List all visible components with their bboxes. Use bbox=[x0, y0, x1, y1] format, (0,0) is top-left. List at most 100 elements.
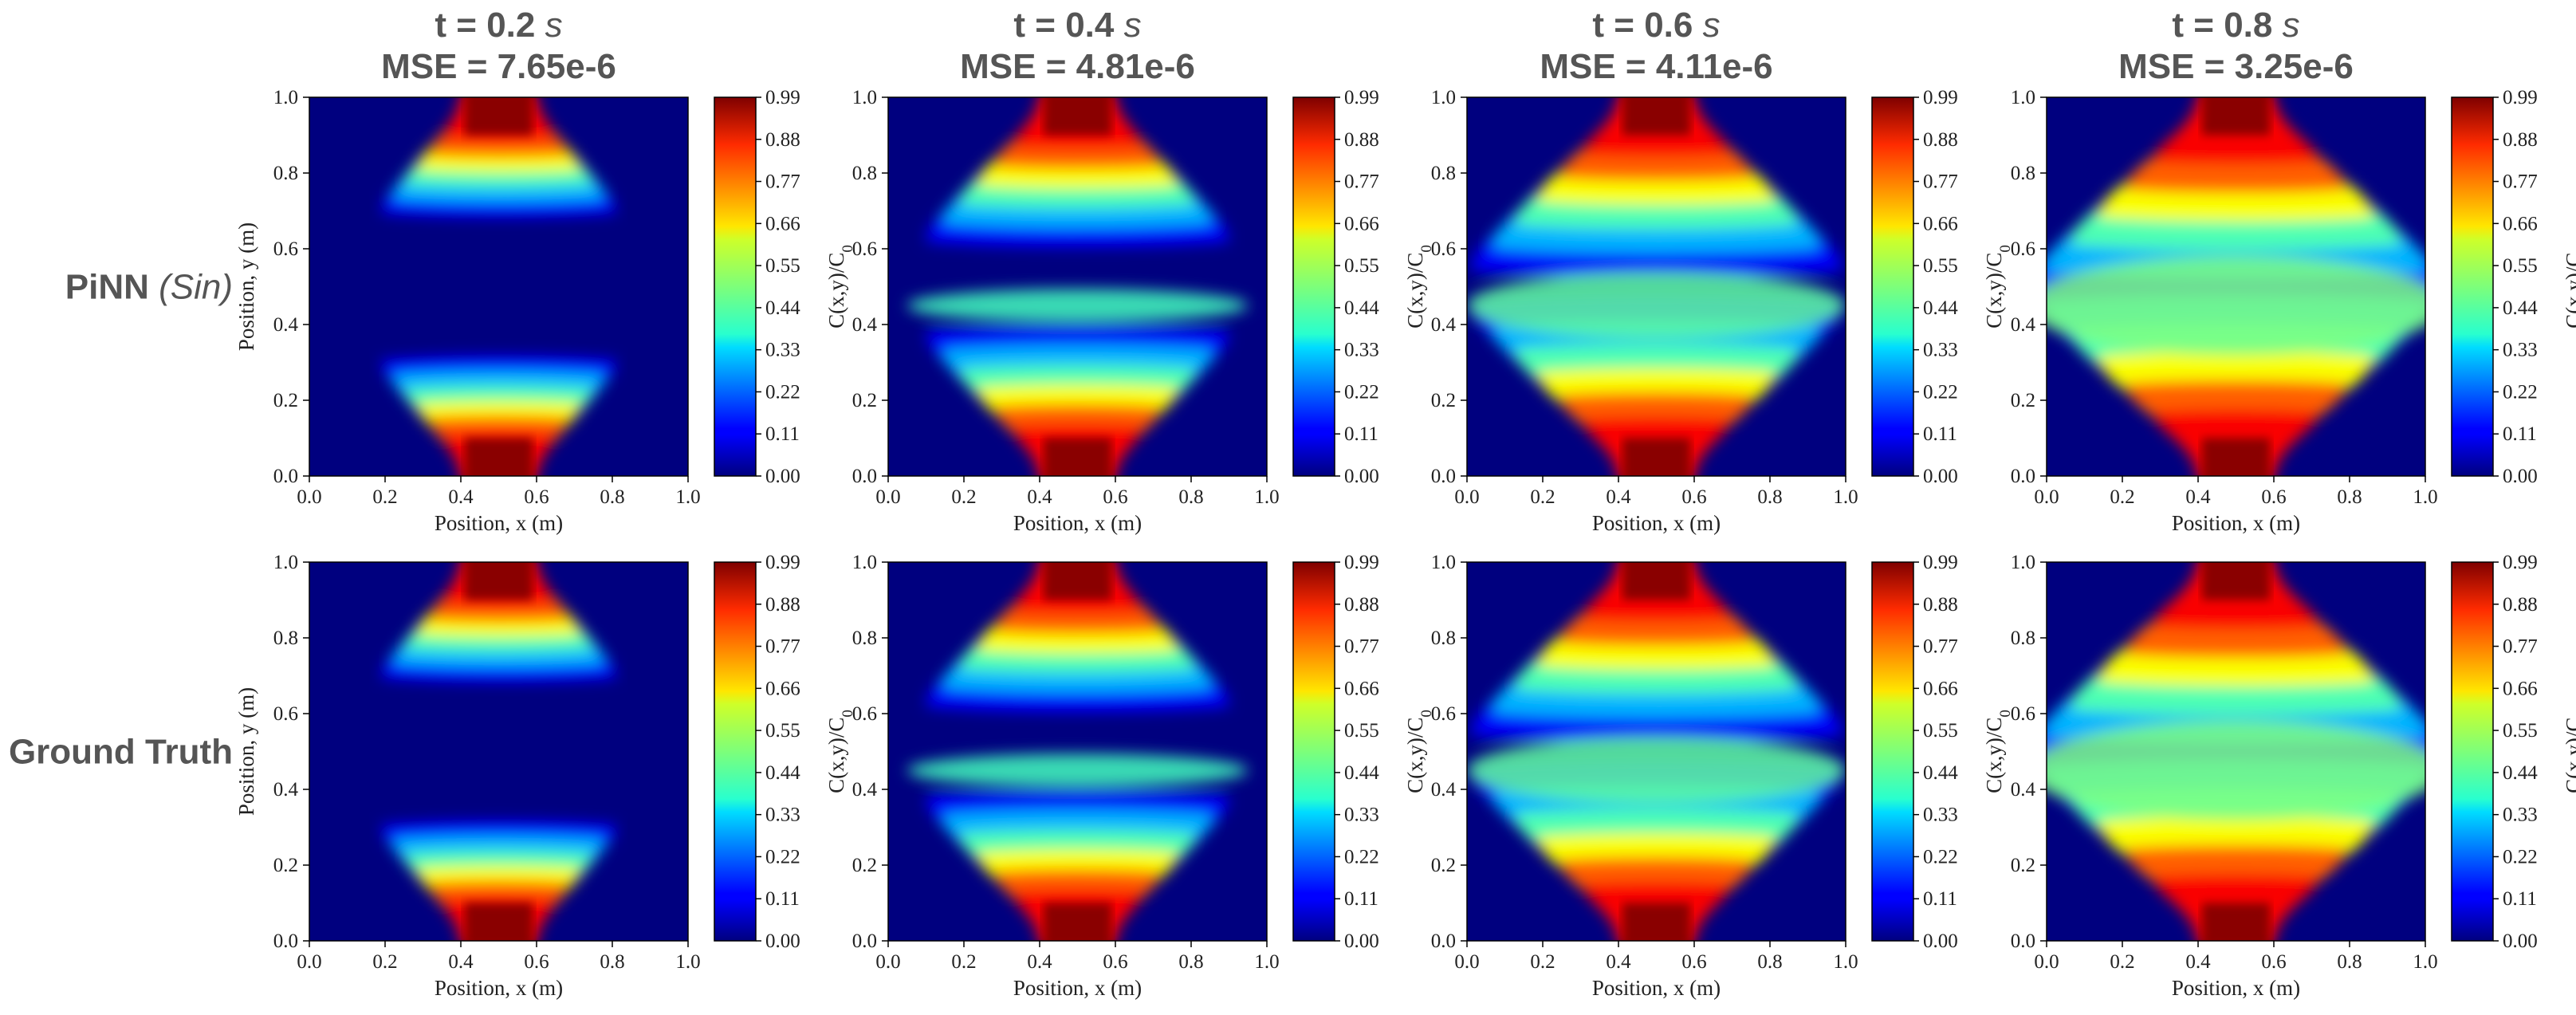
y-tick-label: 0.6 bbox=[1431, 703, 1456, 725]
colorbar-tick-label: 0.77 bbox=[1344, 636, 1379, 658]
x-tick-label: 0.8 bbox=[2337, 951, 2362, 973]
colorbar-gradient bbox=[714, 96, 757, 477]
y-tick-label: 0.0 bbox=[852, 466, 877, 487]
y-tick-label: 0.4 bbox=[1431, 779, 1457, 801]
y-tick-label: 0.4 bbox=[273, 779, 299, 801]
colorbar-label: C(x,y)/C0 bbox=[2562, 710, 2576, 793]
plot-frame bbox=[2046, 561, 2426, 942]
y-tick-label: 0.8 bbox=[1431, 627, 1456, 649]
colorbar-tick-label: 0.66 bbox=[1344, 678, 1379, 699]
plot-frame bbox=[887, 561, 1268, 942]
colorbar-gradient bbox=[2451, 96, 2494, 477]
x-tick-label: 0.6 bbox=[524, 951, 549, 973]
column-title-mse: MSE = 3.25e-6 bbox=[2118, 47, 2354, 86]
colorbar-tick-label: 0.99 bbox=[2503, 87, 2538, 108]
x-tick-label: 0.0 bbox=[1454, 951, 1479, 973]
concentration-field bbox=[888, 562, 1267, 941]
x-axis-label: Position, x (m) bbox=[1013, 511, 1142, 535]
colorbar-tick-label: 0.33 bbox=[1344, 805, 1379, 826]
heatmap-panel: 0.00.0 0.2 0.2 0.4 0.4 0.6 0.6 0.8 0.8 1.0 1.0 Posi… bbox=[234, 87, 856, 535]
colorbar: 0.00 0.11 0.22 0.33 0.44 0.55 0.66 0.77 0.88 0.99… bbox=[714, 87, 856, 487]
colorbar-label: C(x,y)/C0 bbox=[824, 710, 856, 793]
column-title-time: t = 0.2 s bbox=[435, 6, 562, 45]
x-tick-label: 1.0 bbox=[1254, 951, 1279, 973]
x-tick-label: 0.0 bbox=[875, 486, 900, 508]
row-label: Ground Truth bbox=[9, 733, 233, 772]
y-tick-label: 0.6 bbox=[273, 238, 298, 260]
colorbar-label: C(x,y)/C0 bbox=[824, 245, 856, 328]
column-title-time: t = 0.8 s bbox=[2172, 6, 2299, 45]
y-tick-label: 0.8 bbox=[2011, 163, 2035, 184]
column-title-mse: MSE = 4.81e-6 bbox=[960, 47, 1195, 86]
colorbar-tick-label: 0.33 bbox=[2503, 805, 2538, 826]
x-axis-label: Position, x (m) bbox=[435, 976, 563, 1000]
x-tick-label: 0.2 bbox=[1530, 486, 1555, 508]
y-tick-label: 0.2 bbox=[1431, 855, 1456, 876]
x-axis-label: Position, x (m) bbox=[2172, 511, 2300, 535]
colorbar-tick-label: 0.55 bbox=[765, 720, 800, 742]
heatmap-panel: 0.00.0 0.2 0.2 0.4 0.4 0.6 0.6 0.8 0.8 1.0 1.0 Posi… bbox=[1431, 87, 2014, 535]
heatmap-panel: 0.00.0 0.2 0.2 0.4 0.4 0.6 0.6 0.8 0.8 1.0 1.0 Posi… bbox=[2011, 552, 2576, 1000]
plot-frame bbox=[309, 96, 689, 477]
colorbar-tick-label: 0.77 bbox=[765, 636, 800, 658]
y-tick-label: 0.4 bbox=[852, 314, 878, 336]
colorbar-tick-label: 0.44 bbox=[2503, 762, 2538, 784]
heatmap-panel: 0.00.0 0.2 0.2 0.4 0.4 0.6 0.6 0.8 0.8 1.0 1.0 Posi… bbox=[2011, 87, 2576, 535]
x-tick-label: 0.8 bbox=[2337, 486, 2362, 508]
colorbar-tick-label: 0.22 bbox=[765, 846, 800, 867]
concentration-field bbox=[309, 562, 688, 941]
column-title-mse: MSE = 7.65e-6 bbox=[381, 47, 616, 86]
x-tick-label: 0.6 bbox=[1103, 486, 1127, 508]
y-tick-label: 0.2 bbox=[2011, 855, 2035, 876]
x-axis-label: Position, x (m) bbox=[2172, 976, 2300, 1000]
x-tick-label: 0.4 bbox=[448, 486, 474, 508]
y-tick-label: 0.8 bbox=[852, 163, 877, 184]
colorbar-tick-label: 0.11 bbox=[2503, 423, 2537, 445]
colorbar-tick-label: 0.22 bbox=[1344, 381, 1379, 403]
colorbar-tick-label: 0.77 bbox=[1344, 171, 1379, 193]
colorbar-tick-label: 0.99 bbox=[765, 87, 800, 108]
x-tick-label: 0.6 bbox=[1681, 951, 1706, 973]
colorbar-tick-label: 0.88 bbox=[765, 129, 800, 151]
y-tick-label: 0.2 bbox=[273, 855, 298, 876]
y-tick-label: 0.6 bbox=[2011, 703, 2035, 725]
colorbar-tick-label: 0.00 bbox=[1923, 930, 1958, 952]
colorbar-tick-label: 0.11 bbox=[1923, 423, 1957, 445]
y-tick-label: 0.2 bbox=[852, 855, 877, 876]
plot-frame bbox=[2046, 96, 2426, 477]
x-tick-label: 0.2 bbox=[372, 486, 397, 508]
colorbar-tick-label: 0.66 bbox=[765, 678, 800, 699]
colorbar-tick-label: 0.22 bbox=[2503, 846, 2538, 867]
colorbar-tick-label: 0.44 bbox=[1344, 297, 1379, 319]
x-tick-label: 0.0 bbox=[875, 951, 900, 973]
concentration-field bbox=[2047, 562, 2425, 941]
x-tick-label: 1.0 bbox=[1833, 951, 1858, 973]
x-tick-label: 0.0 bbox=[2034, 486, 2059, 508]
colorbar: 0.00 0.11 0.22 0.33 0.44 0.55 0.66 0.77 0.88 0.99… bbox=[1871, 87, 2014, 487]
y-tick-label: 0.0 bbox=[1431, 930, 1456, 952]
colorbar-tick-label: 0.00 bbox=[2503, 930, 2538, 952]
colorbar-label: C(x,y)/C0 bbox=[1403, 710, 1435, 793]
colorbar-tick-label: 0.33 bbox=[765, 340, 800, 361]
y-tick-label: 0.6 bbox=[852, 703, 877, 725]
x-tick-label: 1.0 bbox=[2413, 486, 2437, 508]
colorbar-tick-label: 0.99 bbox=[765, 552, 800, 573]
y-tick-label: 0.4 bbox=[2011, 314, 2036, 336]
colorbar-tick-label: 0.99 bbox=[1344, 552, 1379, 573]
colorbar-gradient bbox=[1871, 96, 1914, 477]
y-tick-label: 0.0 bbox=[273, 466, 298, 487]
x-tick-label: 1.0 bbox=[1833, 486, 1858, 508]
concentration-field bbox=[309, 97, 688, 476]
colorbar-tick-label: 0.33 bbox=[765, 805, 800, 826]
plot-frame bbox=[309, 561, 689, 942]
colorbar-tick-label: 0.77 bbox=[2503, 171, 2538, 193]
colorbar-tick-label: 0.66 bbox=[1923, 678, 1958, 699]
colorbar-tick-label: 0.44 bbox=[1923, 297, 1958, 319]
y-tick-label: 0.8 bbox=[1431, 163, 1456, 184]
colorbar-gradient bbox=[1871, 561, 1914, 942]
x-tick-label: 0.4 bbox=[2185, 486, 2211, 508]
concentration-field bbox=[888, 97, 1267, 476]
plot-frame bbox=[1466, 561, 1846, 942]
x-tick-label: 0.8 bbox=[1178, 486, 1203, 508]
